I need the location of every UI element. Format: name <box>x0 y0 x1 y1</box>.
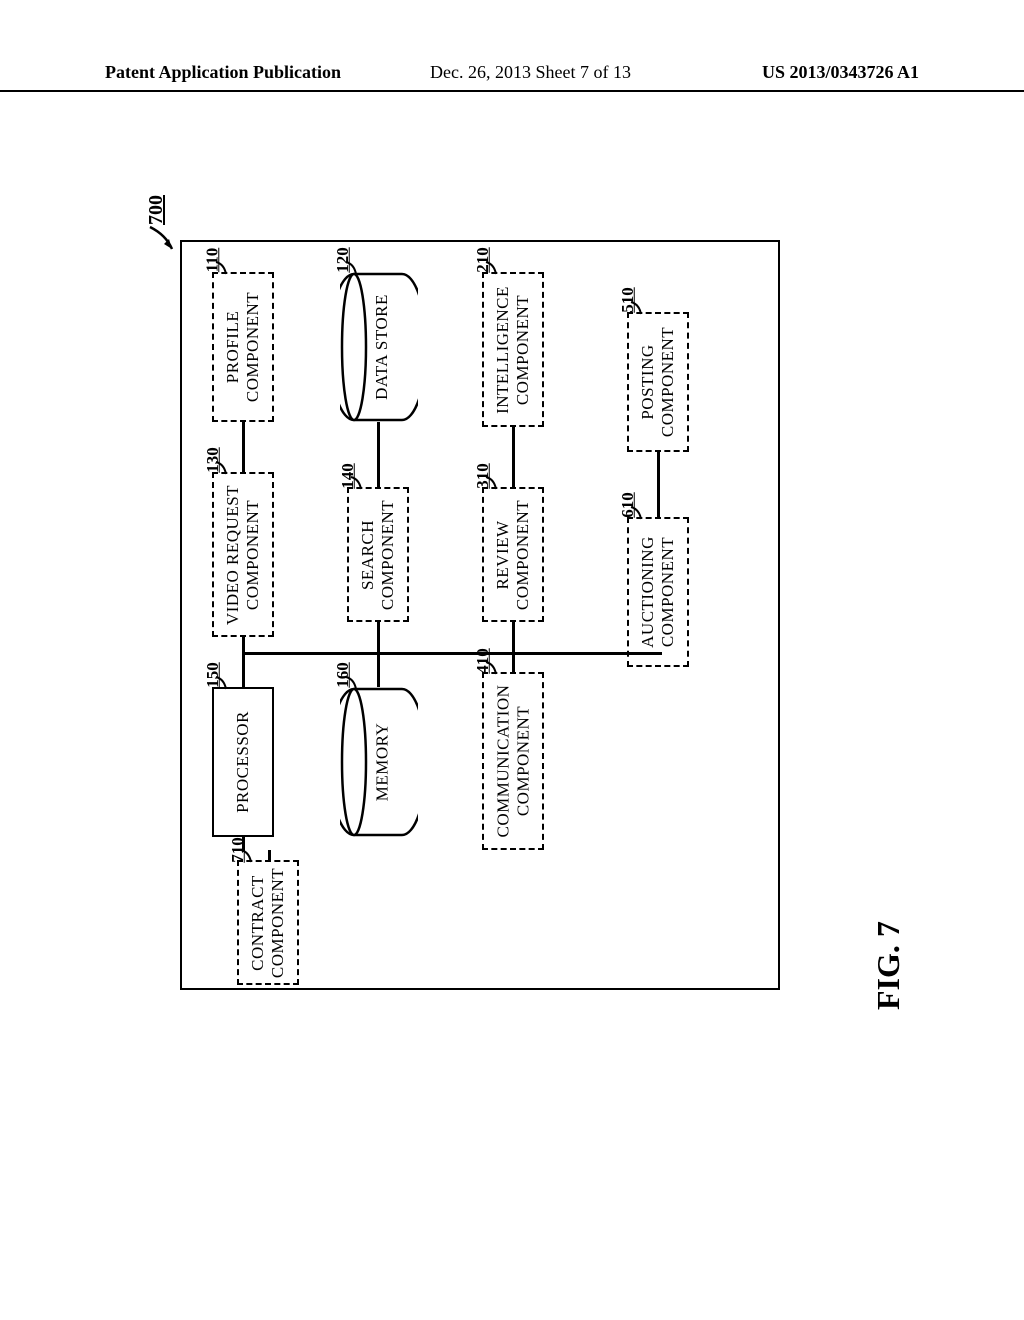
data-store-label: DATA STORE <box>372 294 392 400</box>
intelligence-label: INTELLIGENCE COMPONENT <box>493 286 533 414</box>
intelligence-box: INTELLIGENCE COMPONENT <box>482 272 544 427</box>
stub-col4-down <box>657 652 660 654</box>
stub-profile <box>242 422 245 472</box>
search-leader <box>347 475 367 491</box>
processor-label: PROCESSOR <box>233 711 253 813</box>
profile-component-box: PROFILE COMPONENT <box>212 272 274 422</box>
profile-component-label: PROFILE COMPONENT <box>223 292 263 402</box>
stub-comm-up <box>512 652 515 672</box>
profile-leader <box>212 260 232 276</box>
stub-memory-up <box>377 652 380 687</box>
communication-label: COMMUNICATION COMPONENT <box>493 685 533 838</box>
stub-search <box>377 622 380 654</box>
stub-processor-contract <box>242 837 245 852</box>
memory-label-wrap: MEMORY <box>357 687 407 837</box>
review-label: REVIEW COMPONENT <box>493 499 533 609</box>
contract-label: CONTRACT COMPONENT <box>248 867 288 977</box>
contract-box: CONTRACT COMPONENT <box>237 860 299 985</box>
contract-leader <box>237 848 257 864</box>
figure-label: FIG. 7 <box>870 921 907 1010</box>
auctioning-label: AUCTIONING COMPONENT <box>638 536 678 648</box>
data-store-leader <box>342 260 362 276</box>
page-header: Patent Application Publication Dec. 26, … <box>0 62 1024 92</box>
system-diagram: PROFILE COMPONENT 110 VIDEO REQUEST COMP… <box>180 240 780 990</box>
video-request-box: VIDEO REQUEST COMPONENT <box>212 472 274 637</box>
search-label: SEARCH COMPONENT <box>358 499 398 609</box>
processor-box: PROCESSOR <box>212 687 274 837</box>
stub-contract-h <box>268 850 271 860</box>
processor-leader <box>212 675 232 691</box>
review-leader <box>482 475 502 491</box>
auctioning-leader <box>627 505 647 521</box>
search-box: SEARCH COMPONENT <box>347 487 409 622</box>
header-pub-number: US 2013/0343726 A1 <box>762 62 919 83</box>
memory-leader <box>342 675 362 691</box>
memory-label: MEMORY <box>372 723 392 802</box>
review-box: REVIEW COMPONENT <box>482 487 544 622</box>
system-ref-arrow <box>148 225 178 255</box>
posting-box: POSTING COMPONENT <box>627 312 689 452</box>
video-request-leader <box>212 460 232 476</box>
video-request-label: VIDEO REQUEST COMPONENT <box>223 484 263 624</box>
stub-datastore <box>377 422 380 487</box>
intelligence-leader <box>482 260 502 276</box>
communication-box: COMMUNICATION COMPONENT <box>482 672 544 850</box>
stub-intel <box>512 427 515 487</box>
posting-label: POSTING COMPONENT <box>638 327 678 437</box>
stub-review <box>512 622 515 654</box>
auctioning-box: AUCTIONING COMPONENT <box>627 517 689 667</box>
header-date-sheet: Dec. 26, 2013 Sheet 7 of 13 <box>430 62 631 83</box>
communication-leader <box>482 660 502 676</box>
header-publication: Patent Application Publication <box>105 62 341 83</box>
posting-leader <box>627 300 647 316</box>
system-ref-label: 700 <box>145 195 168 225</box>
stub-posting <box>657 452 660 517</box>
stub-videoreq <box>242 637 245 687</box>
data-store-label-wrap: DATA STORE <box>357 272 407 422</box>
bus-main <box>242 652 662 655</box>
